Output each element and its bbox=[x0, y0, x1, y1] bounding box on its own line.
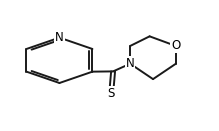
Text: N: N bbox=[55, 31, 64, 44]
Text: O: O bbox=[171, 39, 180, 52]
Text: N: N bbox=[126, 57, 134, 70]
Text: S: S bbox=[108, 87, 115, 100]
